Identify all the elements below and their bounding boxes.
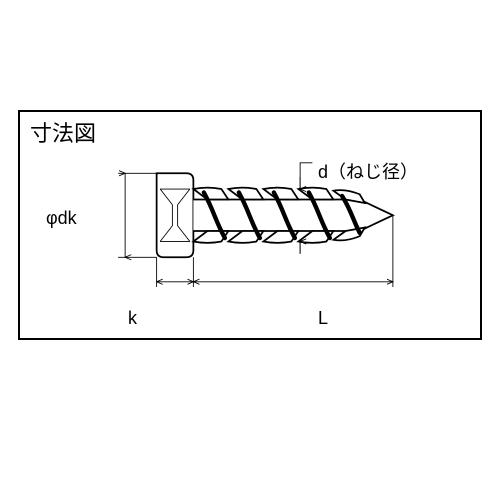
diagram-canvas: 寸法図 (18, 110, 482, 340)
label-phi-dk: φdk (46, 208, 77, 229)
label-d: d（ねじ径） (318, 158, 418, 184)
dim-phi-dk (118, 173, 157, 257)
dim-k (157, 257, 194, 287)
screw-shaft (193, 188, 393, 243)
label-L: L (318, 308, 328, 329)
screw-head (157, 173, 194, 257)
label-k: k (128, 308, 137, 329)
diagram-title: 寸法図 (30, 116, 96, 148)
